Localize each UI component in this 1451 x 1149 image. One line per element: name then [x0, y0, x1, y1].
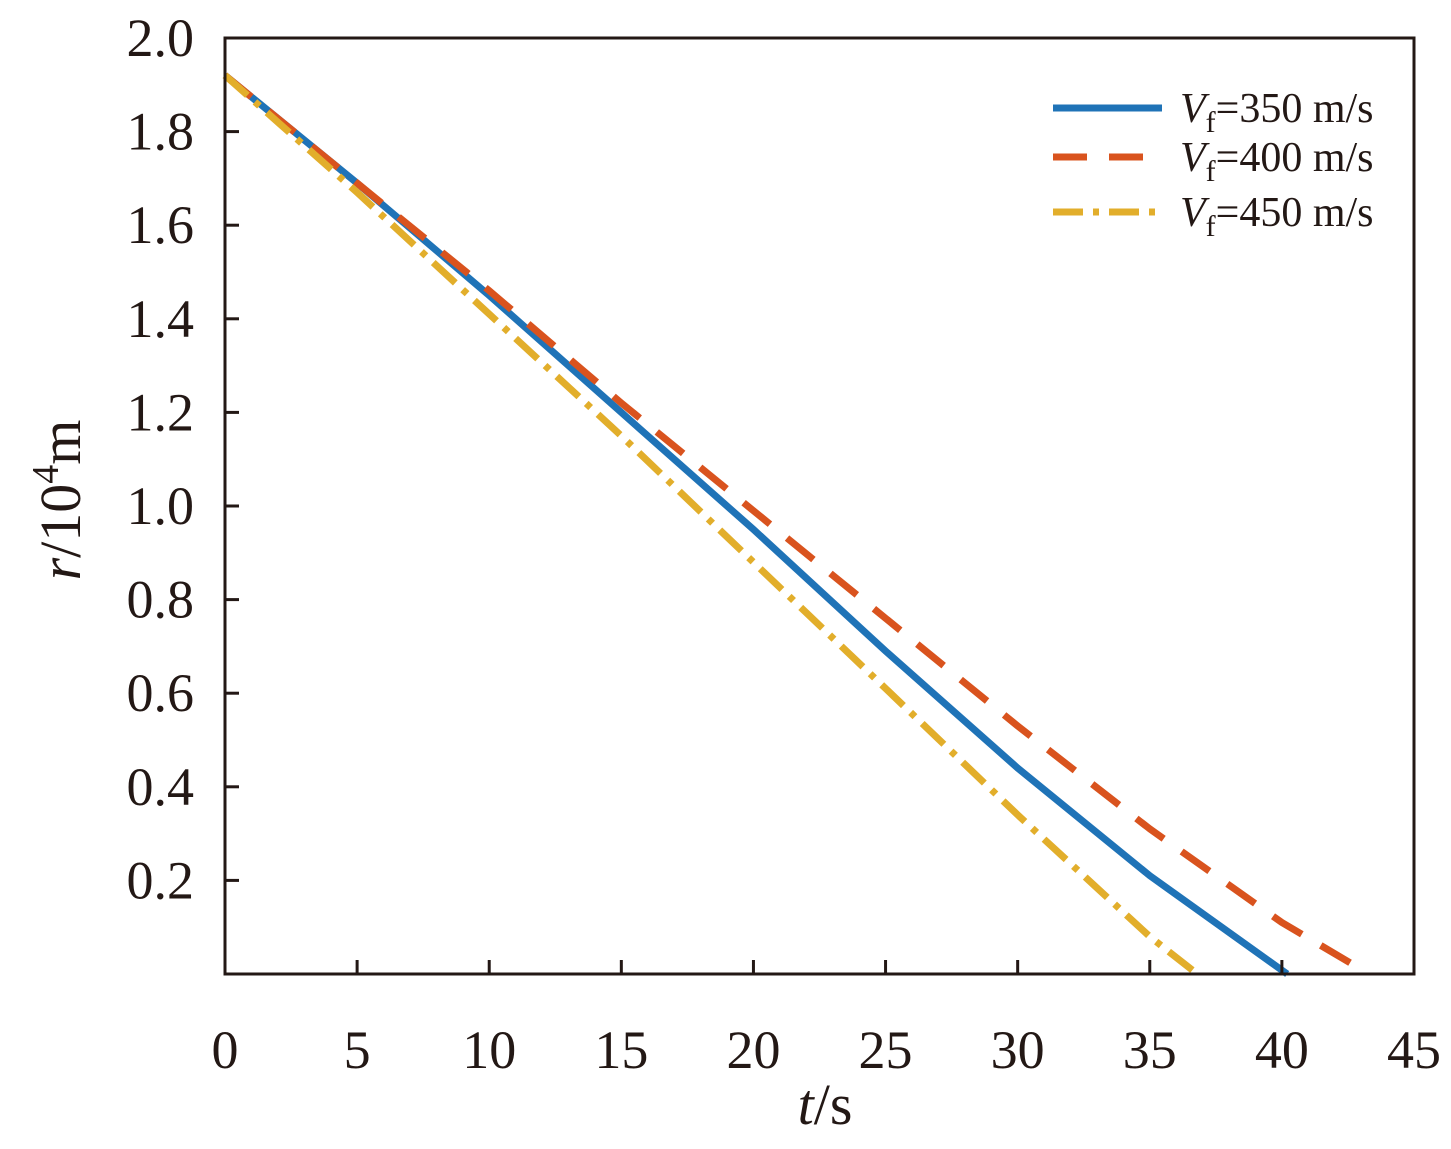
axis-ticks: 0 5 10 15 20 25 30 35 40 45 0.2 0.4 0.6 0.8 1.0 1.2 1.4 1…: [127, 8, 1442, 1080]
y-tick-label: 0.4: [127, 757, 195, 817]
legend-label-1: Vf=350 m/s: [1180, 86, 1374, 139]
legend-subscript: f: [1206, 210, 1216, 243]
y-tick-label: 2.0: [127, 8, 195, 68]
legend-symbol: V: [1180, 86, 1210, 132]
legend-text: =400 m/s: [1216, 135, 1374, 181]
legend-label-2: Vf=400 m/s: [1180, 135, 1374, 188]
x-tick-label: 20: [726, 1020, 780, 1080]
y-tick-label: 1.2: [127, 382, 195, 442]
x-tick-label: 0: [212, 1020, 239, 1080]
x-axis-unit: /s: [814, 1072, 853, 1137]
y-axis-unit-prefix: /10: [28, 484, 93, 558]
x-tick-label: 10: [462, 1020, 516, 1080]
series-layer: [222, 72, 1363, 977]
legend-subscript: f: [1206, 106, 1216, 139]
y-axis-variable: r: [28, 557, 93, 580]
x-axis-variable: t: [798, 1072, 816, 1137]
y-tick-label: 1.8: [127, 102, 195, 162]
y-tick-label: 1.4: [127, 289, 195, 349]
y-axis-unit-exponent: 4: [25, 465, 67, 484]
x-tick-label: 45: [1387, 1020, 1441, 1080]
y-axis-unit-suffix: m: [28, 420, 93, 465]
legend-text: =450 m/s: [1216, 190, 1374, 236]
x-tick-label: 35: [1123, 1020, 1177, 1080]
x-tick-label: 15: [594, 1020, 648, 1080]
y-tick-label: 0.6: [127, 663, 195, 723]
x-tick-label: 40: [1255, 1020, 1309, 1080]
y-tick-label: 1.0: [127, 476, 195, 536]
y-tick-label: 0.8: [127, 570, 195, 630]
x-tick-label: 25: [859, 1020, 913, 1080]
y-axis-title: r/104m: [25, 420, 93, 581]
y-tick-label: 0.2: [127, 850, 195, 910]
legend-subscript: f: [1206, 155, 1216, 188]
legend-text: =350 m/s: [1216, 86, 1374, 132]
legend-symbol: V: [1180, 190, 1210, 236]
y-tick-label: 1.6: [127, 195, 195, 255]
x-tick-label: 30: [991, 1020, 1045, 1080]
legend-symbol: V: [1180, 135, 1210, 181]
series-line-2: [222, 72, 1363, 973]
x-axis-title: t/s: [798, 1072, 853, 1137]
x-tick-label: 5: [344, 1020, 371, 1080]
legend: Vf=350 m/sVf=400 m/sVf=450 m/s: [1053, 86, 1374, 243]
legend-label-3: Vf=450 m/s: [1180, 190, 1374, 243]
series-line-3: [222, 72, 1200, 977]
